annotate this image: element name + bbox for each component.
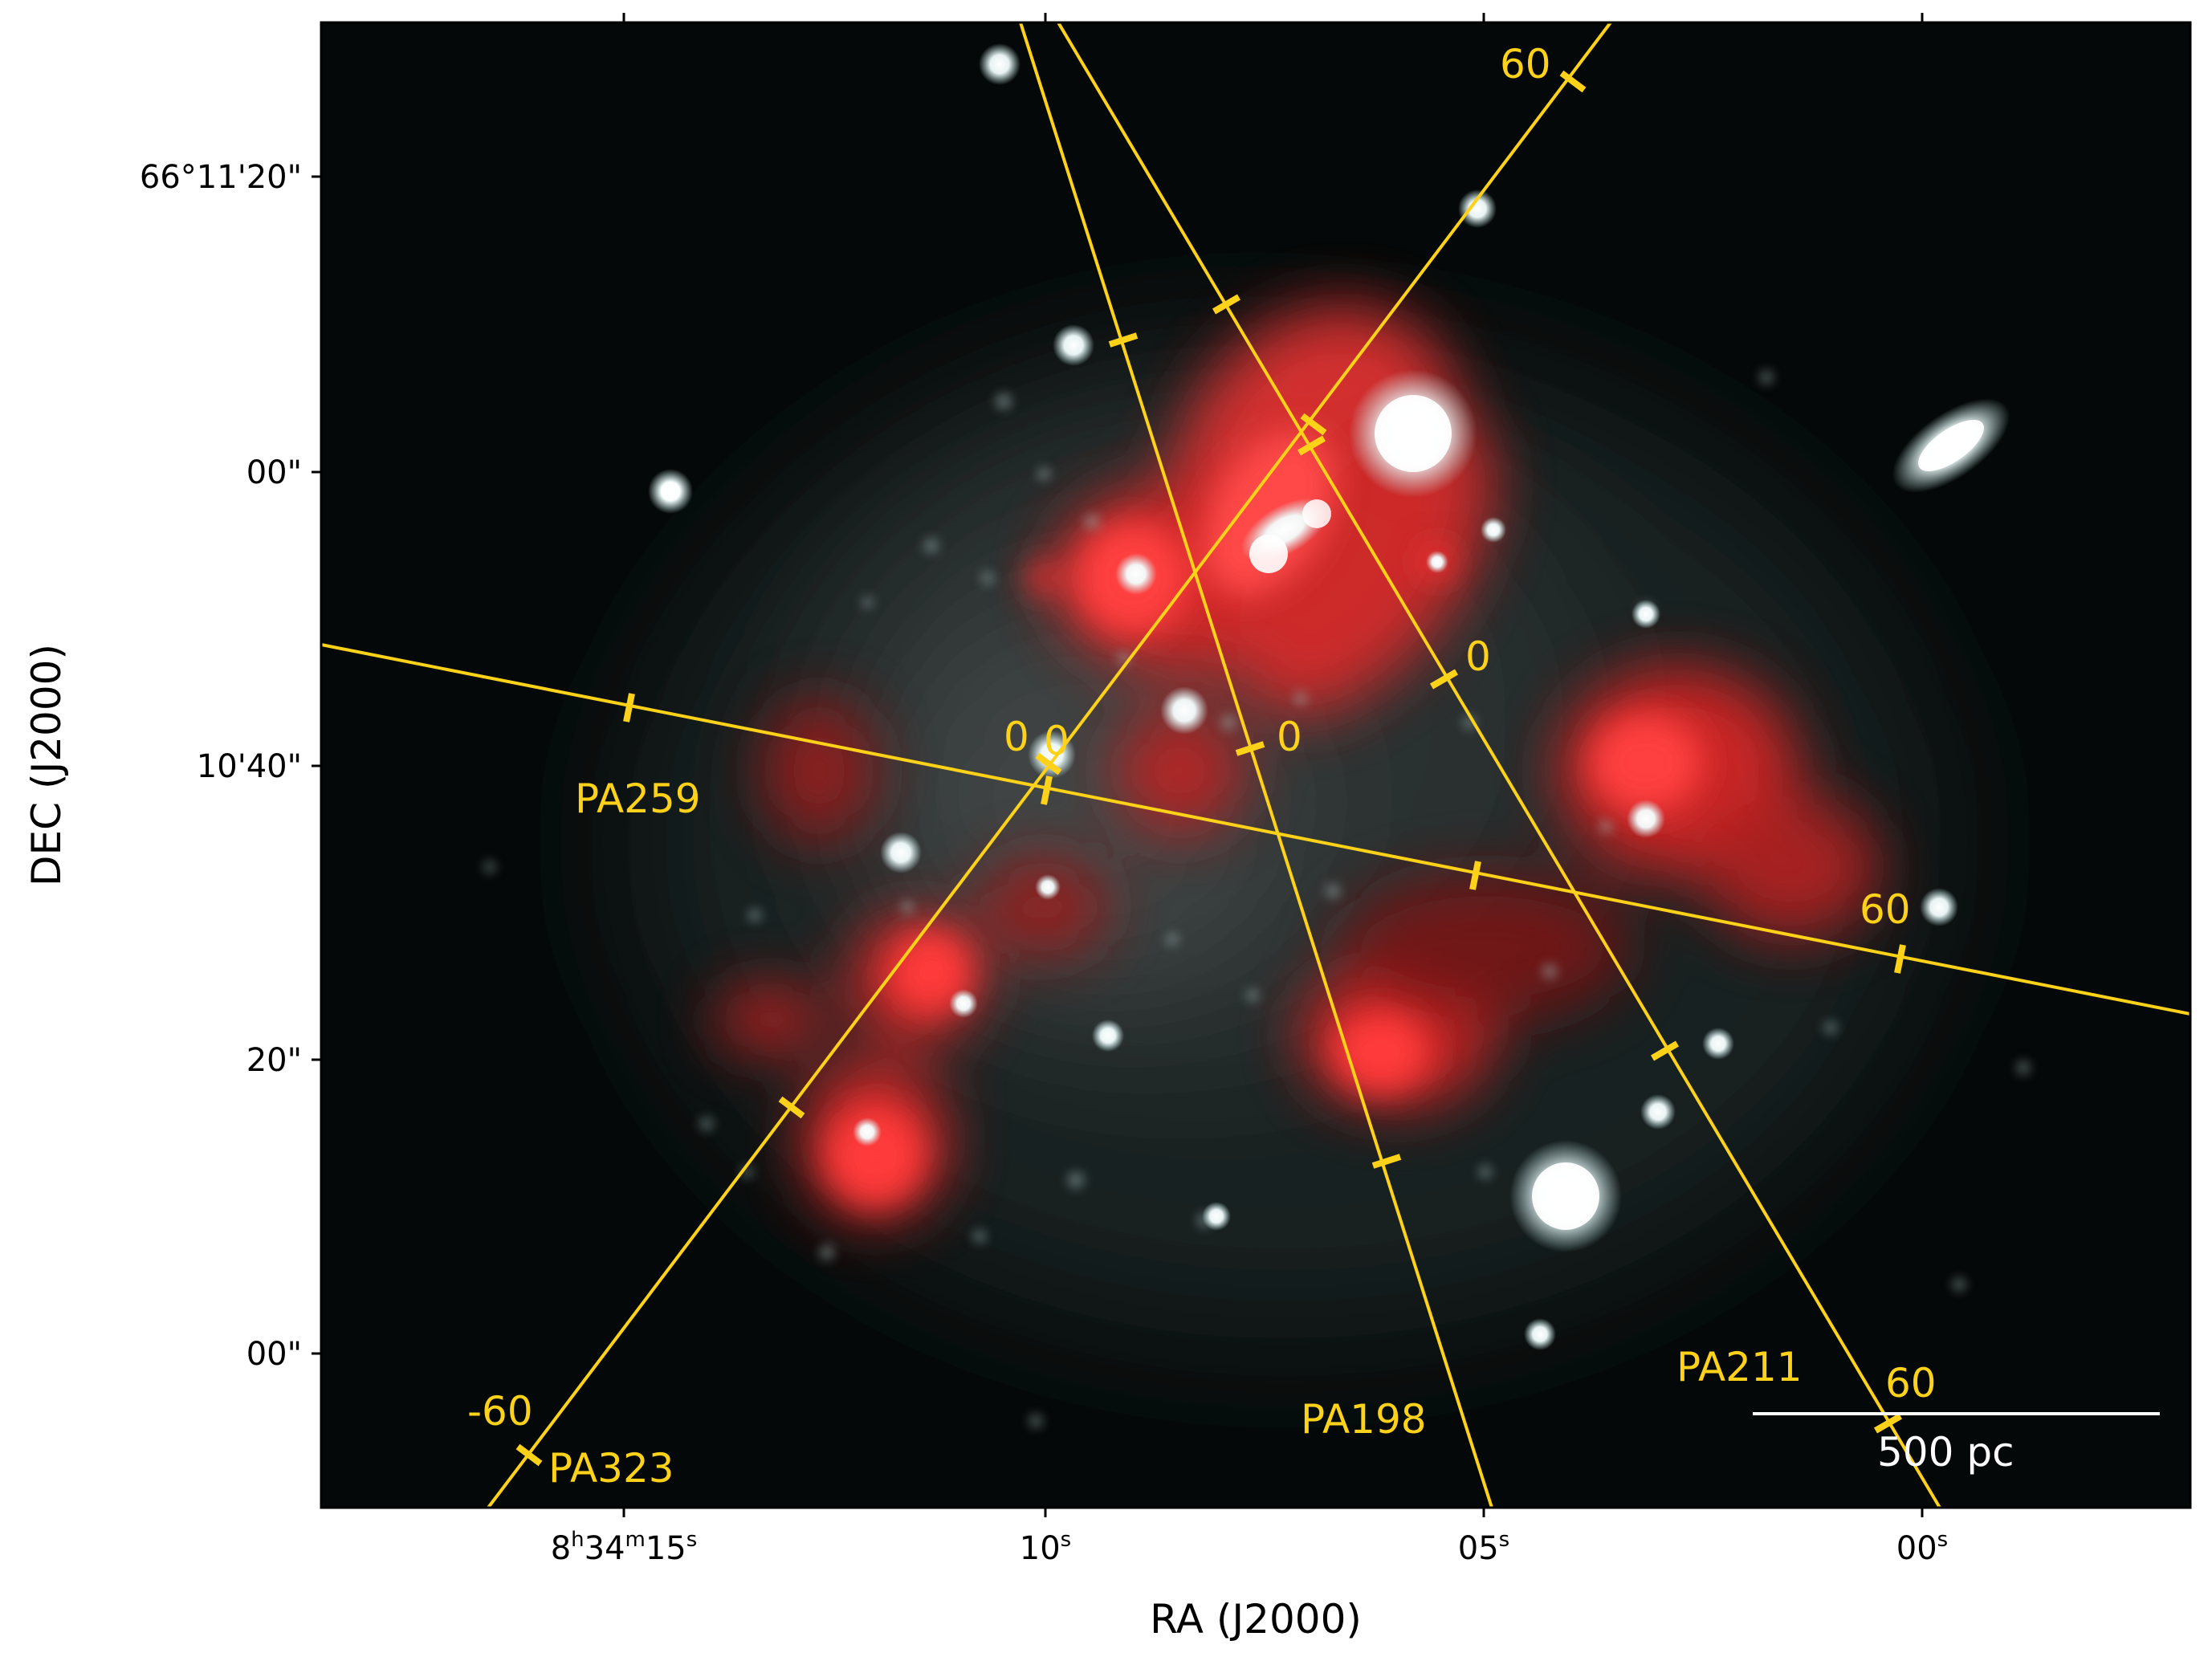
dec-tick-label-1: 00": [246, 454, 302, 491]
slit-pa198-name: PA198: [1301, 1396, 1427, 1443]
tick-pa323-p60: [1559, 70, 1587, 93]
tick-pa323-m60: [515, 1443, 543, 1467]
slit-pa323-end-label: 60: [1500, 41, 1551, 88]
tick-pa259-p30: [1469, 861, 1481, 890]
slit-pa211-line: [1057, 22, 1941, 1508]
center-label-pa323: 0: [1004, 714, 1029, 760]
sky-image: PA259 60 PA323 -60 60 PA198 PA211 60 0 0…: [321, 22, 2190, 1508]
center-label-pa198: 0: [1277, 714, 1302, 760]
y-axis-label: DEC (J2000): [23, 644, 70, 886]
slit-pa211-end-label: 60: [1885, 1360, 1937, 1406]
slit-pa323-start-label: -60: [467, 1388, 533, 1435]
slit-labels: PA259 60 PA323 -60 60 PA198 PA211 60 0 0…: [467, 41, 1937, 1492]
ra-tick-marks: [622, 13, 1924, 1517]
x-axis-label: RA (J2000): [1150, 1596, 1362, 1643]
tick-pa211-b: [1297, 435, 1326, 456]
slit-pa259-name: PA259: [575, 776, 701, 822]
dec-tick-label-4: 00": [246, 1336, 302, 1373]
ra-tick-label-15: 8h34m15s: [551, 1528, 698, 1567]
center-label-pa211: 0: [1465, 633, 1491, 680]
slit-pa211-name: PA211: [1676, 1344, 1803, 1390]
center-label-pa259: 0: [1044, 718, 1069, 764]
scale-bar: 500 pc: [1753, 1412, 2160, 1476]
halpha-emission: [715, 305, 1879, 1220]
slit-pa259-end-label: 60: [1860, 886, 1911, 933]
scale-bar-label: 500 pc: [1877, 1429, 2014, 1476]
tick-pa323-p40: [1300, 413, 1327, 436]
stars: [648, 43, 2010, 1350]
tick-pa198-0: [1235, 741, 1265, 756]
slit-ticks: [515, 70, 1906, 1467]
slit-pa323-name: PA323: [548, 1445, 674, 1492]
tick-pa323-0: [1035, 752, 1062, 776]
ra-tick-label-05: 05s: [1458, 1528, 1509, 1567]
dec-tick-labels: 66°11'20" 00" 10'40" 20" 00": [140, 159, 302, 1373]
dec-tick-label-0: 66°11'20": [140, 159, 302, 196]
ra-tick-label-00: 00s: [1896, 1528, 1948, 1567]
dec-tick-label-3: 20": [246, 1042, 302, 1079]
dec-tick-marks: [312, 175, 321, 1355]
tick-pa323-m40: [778, 1096, 805, 1119]
tick-pa259-0: [1041, 776, 1053, 805]
dec-tick-label-2: 10'40": [197, 748, 302, 785]
tick-pa198-b: [1371, 1154, 1402, 1169]
slit-pa259-line: [321, 643, 2190, 1016]
ra-tick-label-10: 10s: [1020, 1528, 1071, 1567]
slit-pa198-line: [1019, 22, 1493, 1508]
ra-tick-labels: 8h34m15s 10s 05s 00s: [551, 1528, 1949, 1567]
tick-pa211-0: [1429, 669, 1459, 690]
tick-pa259-m60: [623, 693, 635, 723]
tick-pa198-a: [1108, 332, 1139, 348]
tick-pa211-a: [1212, 294, 1241, 315]
tick-pa259-p60: [1894, 944, 1906, 974]
tick-pa211-c: [1650, 1040, 1680, 1061]
tick-pa211-p60: [1873, 1413, 1903, 1434]
